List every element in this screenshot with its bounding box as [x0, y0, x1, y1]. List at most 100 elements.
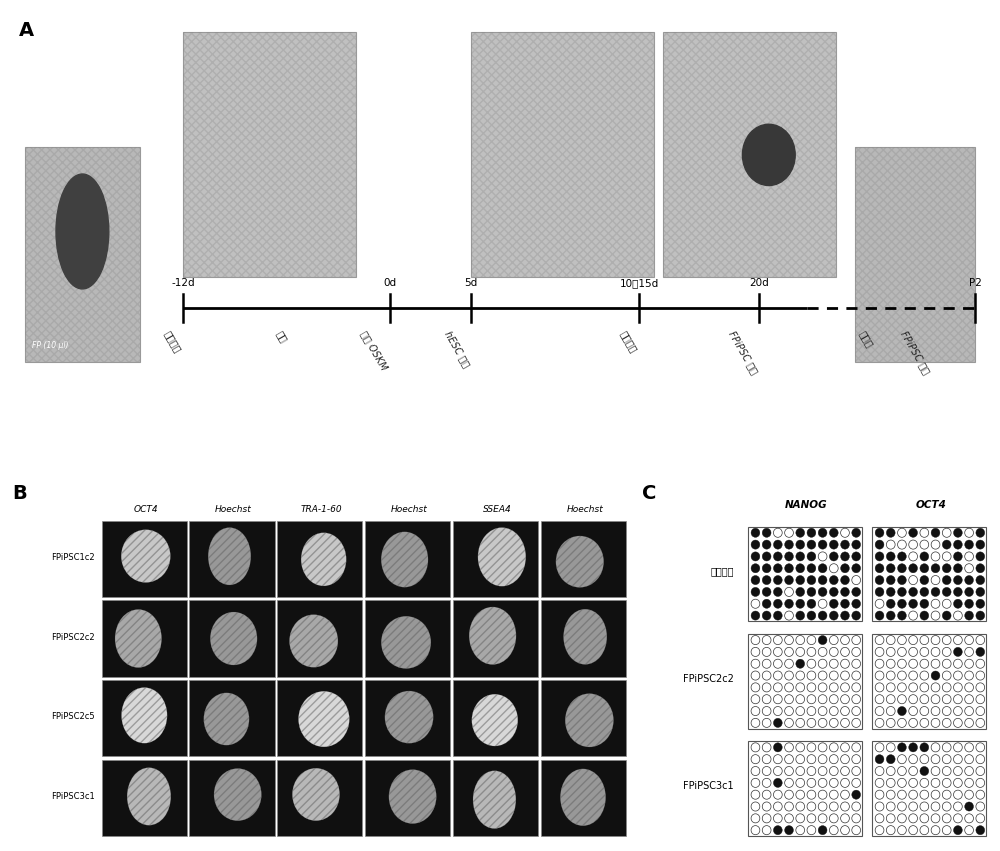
Circle shape: [818, 779, 827, 787]
Circle shape: [773, 743, 782, 752]
Circle shape: [841, 743, 849, 752]
Circle shape: [898, 790, 906, 799]
Circle shape: [807, 552, 816, 561]
Circle shape: [898, 563, 906, 573]
Circle shape: [920, 718, 929, 728]
Bar: [25, 147, 140, 362]
Circle shape: [796, 718, 805, 728]
Ellipse shape: [292, 768, 340, 820]
Circle shape: [785, 802, 793, 811]
Circle shape: [852, 767, 861, 775]
Circle shape: [829, 563, 838, 573]
Circle shape: [773, 671, 782, 680]
Circle shape: [965, 790, 973, 799]
Circle shape: [965, 814, 973, 823]
Circle shape: [852, 718, 861, 728]
Bar: [872, 741, 986, 836]
Circle shape: [785, 694, 793, 704]
Circle shape: [818, 718, 827, 728]
Circle shape: [976, 575, 985, 585]
Circle shape: [909, 825, 918, 835]
Bar: [453, 601, 538, 677]
Circle shape: [807, 706, 816, 716]
Circle shape: [751, 636, 760, 644]
Circle shape: [796, 552, 805, 561]
Circle shape: [818, 802, 827, 811]
Circle shape: [762, 790, 771, 799]
Circle shape: [942, 814, 951, 823]
Circle shape: [751, 779, 760, 787]
Bar: [365, 680, 450, 757]
Circle shape: [796, 779, 805, 787]
Circle shape: [773, 563, 782, 573]
Circle shape: [942, 706, 951, 716]
Circle shape: [785, 636, 793, 644]
Circle shape: [796, 706, 805, 716]
Circle shape: [852, 563, 861, 573]
Circle shape: [942, 683, 951, 692]
Circle shape: [751, 599, 760, 608]
Circle shape: [931, 814, 940, 823]
Circle shape: [852, 575, 861, 585]
Circle shape: [976, 706, 985, 716]
Circle shape: [976, 660, 985, 668]
Circle shape: [796, 790, 805, 799]
Text: FPiPSC 克隆: FPiPSC 克隆: [727, 329, 759, 376]
Circle shape: [762, 540, 771, 549]
Circle shape: [818, 552, 827, 561]
Circle shape: [807, 825, 816, 835]
Text: OCT4: OCT4: [915, 500, 946, 511]
Bar: [872, 634, 986, 728]
Circle shape: [942, 575, 951, 585]
Circle shape: [785, 599, 793, 608]
Circle shape: [762, 743, 771, 752]
Circle shape: [898, 825, 906, 835]
Circle shape: [818, 706, 827, 716]
Circle shape: [942, 611, 951, 620]
Circle shape: [762, 599, 771, 608]
Circle shape: [920, 779, 929, 787]
Circle shape: [852, 779, 861, 787]
Circle shape: [773, 718, 782, 728]
Circle shape: [773, 802, 782, 811]
Circle shape: [898, 802, 906, 811]
Circle shape: [762, 587, 771, 597]
Bar: [663, 32, 836, 277]
Text: OCT4: OCT4: [133, 505, 158, 514]
Circle shape: [852, 599, 861, 608]
Circle shape: [785, 718, 793, 728]
Text: FPiPSC3c1: FPiPSC3c1: [683, 781, 734, 791]
Circle shape: [954, 636, 962, 644]
Text: hESC 介质: hESC 介质: [442, 329, 471, 369]
Circle shape: [942, 660, 951, 668]
Circle shape: [886, 779, 895, 787]
Circle shape: [886, 718, 895, 728]
Circle shape: [818, 814, 827, 823]
Text: FPiPSC1c2: FPiPSC1c2: [52, 553, 95, 562]
Circle shape: [920, 599, 929, 608]
Circle shape: [965, 825, 973, 835]
Text: -12d: -12d: [171, 278, 195, 288]
Circle shape: [751, 814, 760, 823]
Circle shape: [829, 790, 838, 799]
Circle shape: [898, 575, 906, 585]
Circle shape: [762, 718, 771, 728]
Circle shape: [942, 694, 951, 704]
Ellipse shape: [210, 612, 257, 665]
Circle shape: [965, 743, 973, 752]
Ellipse shape: [115, 609, 162, 667]
Circle shape: [965, 648, 973, 656]
Circle shape: [898, 779, 906, 787]
Ellipse shape: [472, 694, 518, 746]
Bar: [471, 32, 654, 277]
Text: FPiPSC2c5: FPiPSC2c5: [52, 712, 95, 721]
Circle shape: [898, 636, 906, 644]
Circle shape: [807, 767, 816, 775]
Circle shape: [751, 790, 760, 799]
Circle shape: [829, 648, 838, 656]
Circle shape: [965, 611, 973, 620]
Circle shape: [807, 694, 816, 704]
Circle shape: [965, 683, 973, 692]
Circle shape: [920, 790, 929, 799]
Ellipse shape: [204, 693, 249, 745]
